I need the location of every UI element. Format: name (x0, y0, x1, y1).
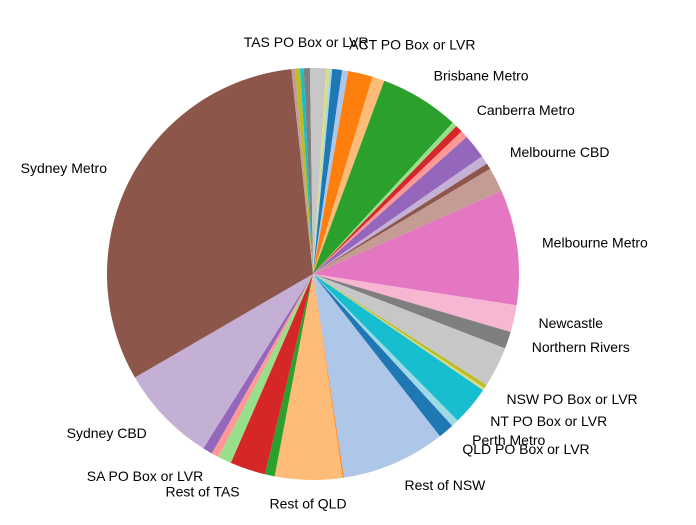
pie-slice-28 (313, 274, 344, 478)
pie-slice-23 (313, 274, 485, 391)
pie-slice-qld-po-box-or-lvr (313, 274, 453, 437)
pie-label-brisbane-metro: Brisbane Metro (434, 68, 529, 84)
pie-label-act-po-box-or-lvr: ACT PO Box or LVR (349, 37, 475, 53)
pie-slice-rest-of-nsw (313, 274, 440, 478)
pie-label-nt-po-box-or-lvr: NT PO Box or LVR (490, 413, 607, 429)
pie-slice-21 (313, 274, 506, 386)
pie-slice-34 (203, 274, 313, 454)
pie-slice-0 (295, 68, 313, 274)
pie-label-rest-of-tas: Rest of TAS (165, 484, 239, 500)
pie-slice-nt-po-box-or-lvr (313, 274, 484, 421)
pie-slice-perth-metro (313, 274, 458, 426)
pie-label-sa-po-box-or-lvr: SA PO Box or LVR (87, 468, 203, 484)
pie-label-sydney-cbd: Sydney CBD (67, 425, 147, 441)
pie-label-melbourne-cbd: Melbourne CBD (510, 144, 610, 160)
pie-slice-nsw-po-box-or-lvr (313, 274, 487, 389)
pie-slice-17 (313, 168, 502, 274)
pie-slice-brisbane-metro (313, 80, 453, 274)
pie-slice-newcastle (313, 274, 517, 333)
pie-slice-northern-rivers (313, 274, 511, 349)
pie-label-sydney-metro: Sydney Metro (21, 160, 108, 176)
pie-label-melbourne-metro: Melbourne Metro (542, 235, 648, 251)
pie-slice-sa-po-box-or-lvr (211, 274, 313, 457)
pie-slice-tas-po-box-or-lvr (303, 68, 313, 274)
pie-slice-rest-of-tas (230, 274, 313, 475)
pie-label-nsw-po-box-or-lvr: NSW PO Box or LVR (506, 391, 637, 407)
pie-slice-3 (309, 68, 327, 274)
pie-slice-4 (313, 68, 330, 274)
pie-slice-canberra-metro (313, 126, 462, 274)
pie-label-rest-of-nsw: Rest of NSW (404, 477, 486, 493)
pie-label-newcastle: Newcastle (538, 315, 603, 331)
pie-slice-32 (218, 274, 313, 463)
pie-slice-rest-of-qld (274, 274, 343, 480)
pie-slice-9 (313, 76, 385, 274)
pie-slice-sydney-cbd (134, 274, 313, 449)
pie-slice-melbourne-metro (313, 190, 519, 306)
pie-slice-13 (313, 131, 467, 274)
pie-label-qld-po-box-or-lvr: QLD PO Box or LVR (462, 441, 589, 457)
pie-slice-5 (313, 68, 333, 274)
pie-slices (106, 68, 519, 480)
pie-label-northern-rivers: Northern Rivers (532, 339, 630, 355)
pie-label-tas-po-box-or-lvr: TAS PO Box or LVR (244, 34, 369, 50)
pie-label-perth-metro: Perth Metro (472, 432, 545, 448)
pie-slice-11 (313, 122, 457, 274)
pie-slice-30 (264, 274, 313, 477)
pie-label-canberra-metro: Canberra Metro (477, 102, 575, 118)
pie-slice-14 (313, 136, 483, 274)
pie-slice-1 (300, 68, 313, 274)
pie-slice-6 (313, 68, 343, 275)
pie-slice-8 (313, 71, 373, 274)
pie-slice-37 (291, 68, 313, 274)
pie-slice-act-po-box-or-lvr (313, 70, 349, 275)
pie-label-rest-of-qld: Rest of QLD (270, 496, 347, 512)
pie-slice-15 (313, 156, 487, 274)
pie-slice-sydney-metro (106, 69, 313, 378)
pie-slice-melbourne-cbd (313, 163, 491, 274)
